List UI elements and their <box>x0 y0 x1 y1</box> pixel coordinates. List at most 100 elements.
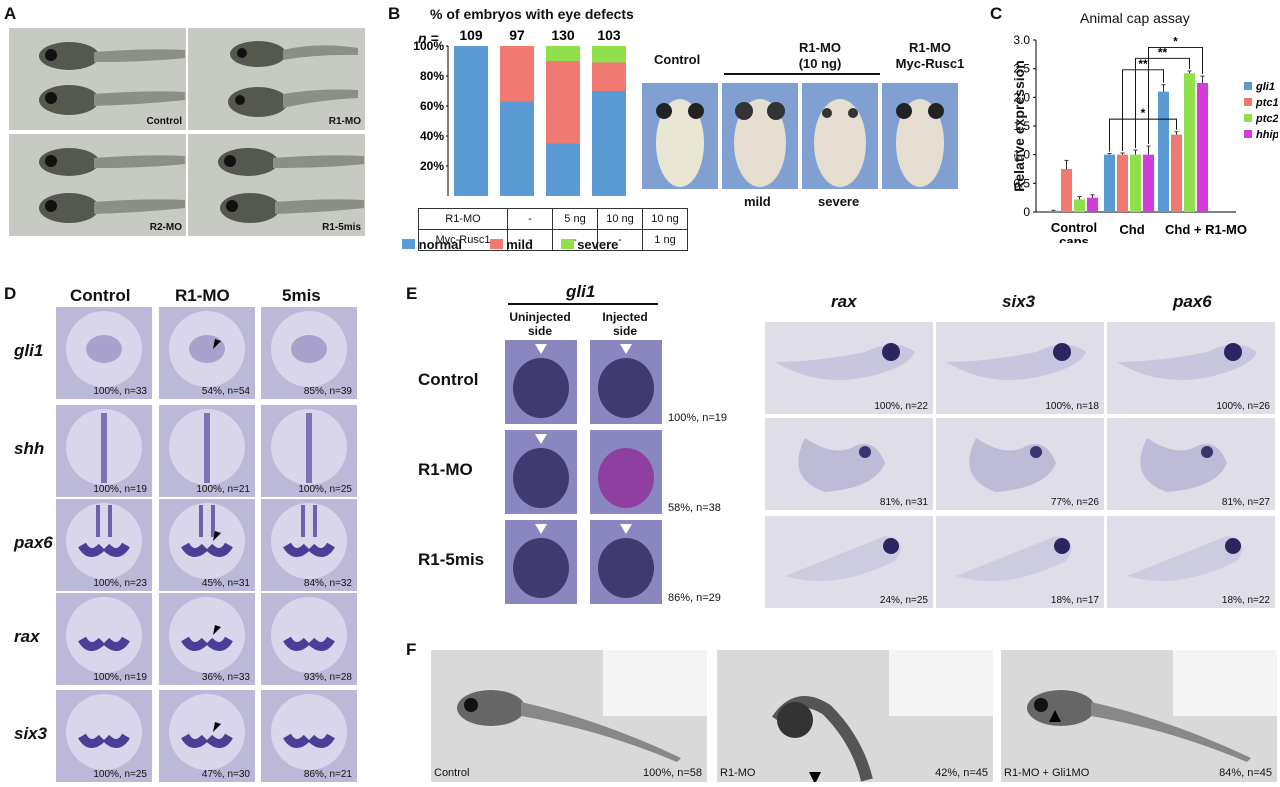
photo-caption: 100%, n=26 <box>1216 401 1270 412</box>
arrowhead-icon <box>213 722 221 732</box>
panel-label-e: E <box>406 284 418 303</box>
photo-caption: 86%, n=21 <box>303 769 352 780</box>
legend-label-hhip: hhip <box>1256 129 1278 141</box>
x-tick-label: Chd <box>1119 222 1144 237</box>
photo-header-r1mo: R1-MO <box>799 40 841 55</box>
photo-label: R1-MO <box>720 767 756 779</box>
inset-image <box>603 650 707 716</box>
panel-label-c: C <box>990 4 1003 23</box>
photo-caption: 84%, n=45 <box>1219 767 1272 779</box>
n-value: 130 <box>551 27 575 43</box>
embryo-image <box>734 99 786 187</box>
embryo-image <box>598 344 654 418</box>
col-header-line: side <box>612 324 637 338</box>
col-header-uninjected: Uninjected side <box>505 310 575 338</box>
embryo-photo <box>505 520 577 604</box>
bar-segment-mild <box>592 62 626 91</box>
photo-header-dose: (10 ng) <box>798 56 842 71</box>
embryo-image <box>66 694 142 770</box>
embryo-photo: 47%, n=30 <box>159 690 255 782</box>
y-tick-label: 20% <box>420 159 444 173</box>
bar-ptc2 <box>1130 154 1141 212</box>
inset-image <box>889 650 993 716</box>
bar-segment-severe <box>546 46 580 61</box>
embryo-image <box>169 311 245 387</box>
row-caption: 86%, n=29 <box>668 592 721 604</box>
panel-a-photo-control: Control <box>9 28 186 130</box>
tadpole-photo: 100%, n=22 <box>765 322 933 414</box>
embryo-image <box>169 503 245 579</box>
embryo-photo <box>590 430 662 514</box>
row-label-rax: rax <box>14 627 40 646</box>
legend-label-severe: severe <box>577 237 619 252</box>
y-tick-label: 2.5 <box>1013 62 1030 76</box>
embryo-image <box>169 409 245 485</box>
arrowhead-icon <box>620 344 632 354</box>
bar-hhip <box>1197 83 1208 212</box>
tadpole-photo: R1-MO + Gli1MO 84%, n=45 <box>1001 650 1277 782</box>
embryo-image <box>271 597 347 673</box>
legend-swatch-hhip <box>1244 130 1252 138</box>
gene-header-six3: six3 <box>1002 292 1036 311</box>
photo-caption: 84%, n=32 <box>303 578 352 589</box>
tadpole-image <box>457 650 707 762</box>
table-row-label: R1-MO <box>418 208 508 230</box>
photo-caption: 36%, n=33 <box>201 672 250 683</box>
bar-segment-normal <box>500 101 534 196</box>
embryo-image <box>598 448 654 508</box>
x-tick-label: caps <box>1059 234 1089 243</box>
tadpole-photo: 81%, n=27 <box>1107 418 1275 510</box>
legend-swatch-gli1 <box>1244 82 1252 90</box>
photo-caption: 18%, n=22 <box>1221 595 1270 606</box>
embryo-image <box>169 694 245 770</box>
significance-marker: * <box>1141 106 1146 120</box>
photo-caption: 47%, n=30 <box>201 769 250 780</box>
photo-caption-severe: severe <box>818 194 860 209</box>
n-value: 103 <box>597 27 621 43</box>
embryo-image <box>513 344 569 418</box>
photo-caption: 100%, n=23 <box>93 578 147 589</box>
panel-a-photo-r2mo: R2-MO <box>9 134 186 236</box>
tadpole-photo: 77%, n=26 <box>936 418 1104 510</box>
col-header-injected: Injected side <box>590 310 660 338</box>
tadpole-photo: 18%, n=22 <box>1107 516 1275 608</box>
y-tick-label: 2.0 <box>1013 90 1030 104</box>
bar-segment-severe <box>592 46 626 63</box>
col-header-r1mo: R1-MO <box>175 286 230 305</box>
photo-caption: 77%, n=26 <box>1050 497 1099 508</box>
embryo-photo: 93%, n=28 <box>261 593 357 685</box>
panel-label-b: B <box>388 4 401 23</box>
photo-caption: 42%, n=45 <box>935 767 988 779</box>
legend-label-gli1: gli1 <box>1255 81 1275 93</box>
legend-swatch-ptc2 <box>1244 114 1252 122</box>
photo-caption: 100%, n=58 <box>642 767 702 779</box>
embryo-photo: 45%, n=31 <box>159 499 255 591</box>
row-label: Control <box>418 370 479 389</box>
row-label-six3: six3 <box>14 724 48 743</box>
table-cell: 10 ng <box>597 208 643 230</box>
embryo-image <box>513 434 569 508</box>
photo-caption: 24%, n=25 <box>879 595 928 606</box>
embryo-photo <box>505 340 577 424</box>
embryo-image <box>66 311 142 387</box>
tadpole-image <box>1140 438 1227 492</box>
y-tick-label: 1.5 <box>1013 119 1030 133</box>
embryo-photo: 36%, n=33 <box>159 593 255 685</box>
bar-gli1 <box>1158 91 1169 212</box>
legend-label-ptc1: ptc1 <box>1255 97 1278 109</box>
tadpole-image <box>956 536 1072 581</box>
col-header-control: Control <box>70 286 131 305</box>
panel-a-photo-r1-5mis: R1-5mis <box>188 134 365 236</box>
bar-ptc1 <box>1061 169 1072 212</box>
x-tick-label: Chd + R1-MO <box>1165 222 1247 237</box>
embryo-photo: 100%, n=23 <box>56 499 152 591</box>
col-header-line: Uninjected <box>509 310 571 324</box>
photo-caption: 93%, n=28 <box>303 672 352 683</box>
chart-title: % of embryos with eye defects <box>430 6 634 22</box>
embryo-image <box>66 597 142 673</box>
significance-bracket <box>1109 118 1177 152</box>
embryo-image <box>656 99 704 187</box>
photo-caption: 100%, n=33 <box>93 386 147 397</box>
photo-caption: 45%, n=31 <box>201 578 250 589</box>
divider-line <box>724 73 880 75</box>
